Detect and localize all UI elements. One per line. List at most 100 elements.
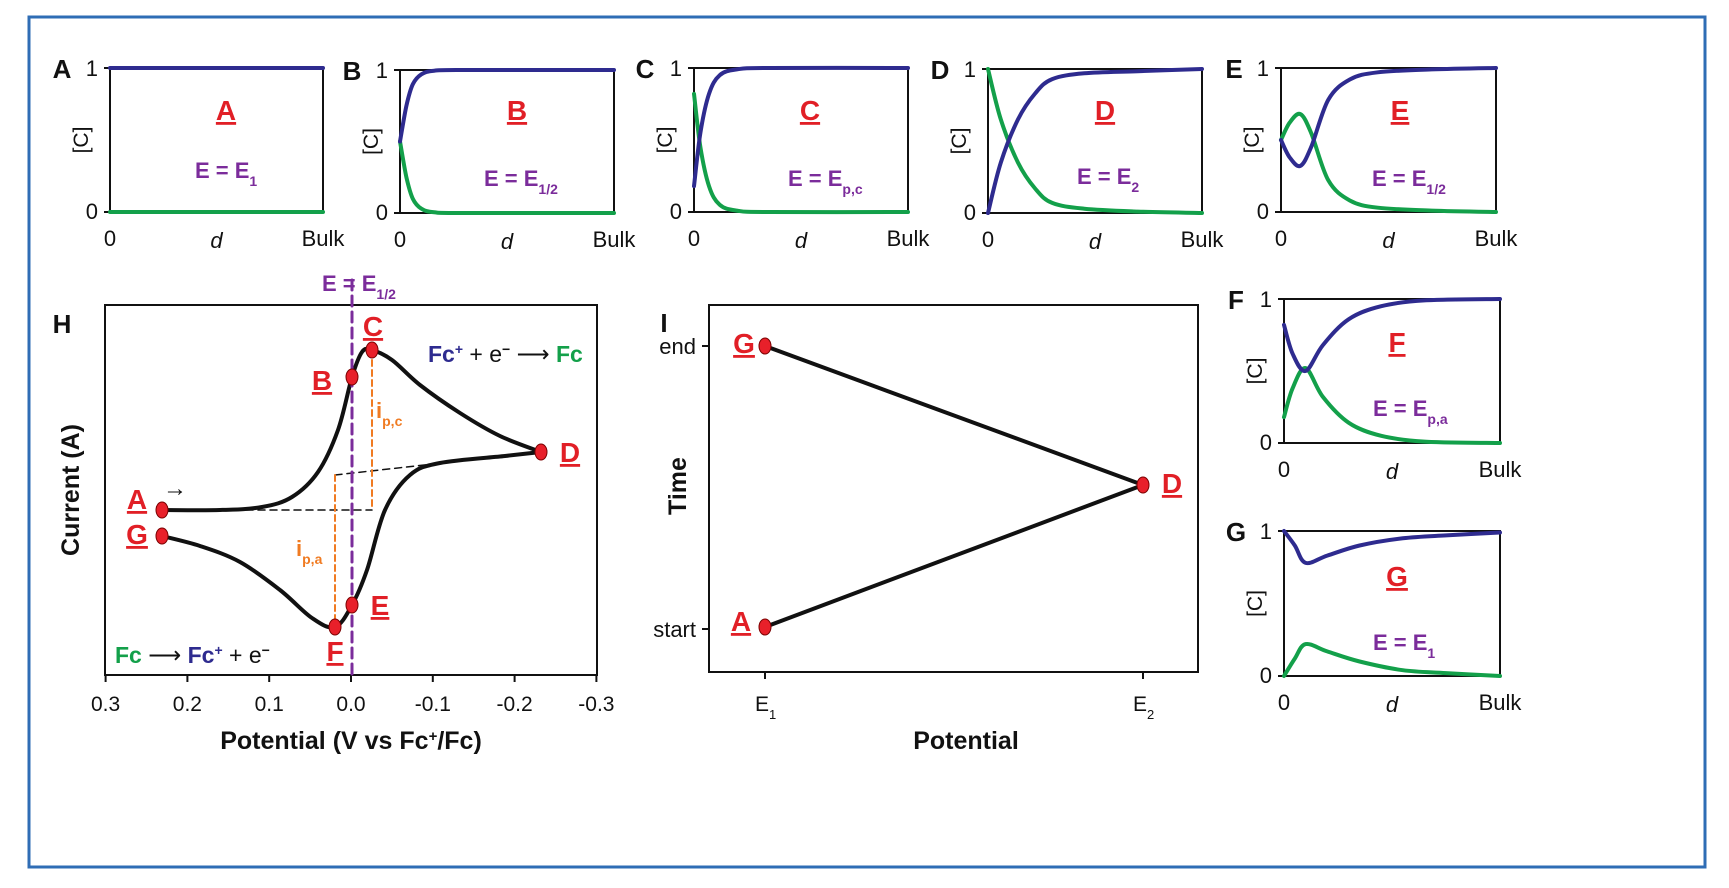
reduced-profile (1282, 641, 1502, 678)
y-axis-label: [C] (360, 128, 383, 155)
x-tick-label: 0 (1278, 457, 1290, 482)
panel-frame (987, 68, 1203, 214)
reduced-profile (1279, 111, 1498, 214)
text-part: ⟶ (142, 642, 188, 668)
text-part: 2 (1147, 707, 1154, 722)
oxidized-profile (692, 65, 910, 189)
y-axis-label: [C] (654, 127, 677, 154)
oxidized-profile (1279, 66, 1498, 169)
cv-point-d (534, 443, 548, 461)
cv-point-label: E (371, 590, 390, 621)
cv-point-c (365, 341, 379, 359)
text-part: + e (223, 642, 262, 668)
x-tick-label: Bulk (1479, 457, 1523, 482)
x-tick-label: -0.2 (497, 693, 533, 716)
panel-letter: G (1226, 517, 1246, 547)
y-tick-label: 0 (964, 200, 976, 225)
y-axis-label: Time (664, 457, 692, 515)
x-tick-label: 0 (1275, 226, 1287, 251)
waveform-frame (708, 304, 1199, 673)
oxidized-profile (398, 67, 616, 144)
waveform-point-label: G (733, 328, 755, 359)
half-wave-label: E = E1/2 (322, 271, 396, 302)
text-part: E = E (1373, 630, 1427, 655)
x-tick-label: -0.3 (578, 693, 614, 716)
panel-point-label: A (216, 95, 236, 126)
y-axis-label: [C] (1244, 590, 1267, 617)
text-part: E = E (788, 166, 842, 191)
text-part: p,c (842, 181, 862, 197)
text-part: i (296, 536, 302, 561)
panel-point-label: B (507, 95, 527, 126)
potential-waveform (763, 344, 1145, 629)
cv-point-label: A (127, 484, 147, 515)
y-axis-label: Current (A) (57, 424, 85, 556)
cv-point-label: D (560, 437, 580, 468)
x-axis-label: Potential (913, 727, 1019, 755)
text-part: Fc (428, 341, 455, 367)
panel-frame (109, 67, 324, 213)
cv-point-label: B (312, 365, 332, 396)
panel-point-label: D (1095, 95, 1115, 126)
y-tick-label: 1 (376, 58, 388, 83)
y-tick-label: 0 (1260, 663, 1272, 688)
panel-letter: H (53, 309, 72, 339)
x-tick-label: 0 (394, 227, 406, 252)
x-tick-label: d (210, 228, 223, 253)
y-tick-label: 0 (86, 199, 98, 224)
reduction-equation: Fc+ + e− ⟶ Fc (428, 341, 583, 367)
text-part: + (214, 642, 222, 658)
text-part: p,a (302, 551, 322, 567)
reduced-profile (1282, 366, 1502, 445)
x-tick-label: 0 (104, 226, 116, 251)
panel-point-label: G (1386, 561, 1408, 592)
text-part: E = E (1372, 166, 1426, 191)
oxidized-profile (1282, 529, 1502, 566)
x-tick-label: 0.0 (336, 693, 365, 716)
waveform-point (758, 337, 772, 355)
text-part: Fc (115, 642, 142, 668)
panel-letter: B (343, 56, 362, 86)
panel-letter: A (53, 54, 72, 84)
y-axis-label: [C] (1244, 358, 1267, 385)
panel-frame (1283, 530, 1501, 677)
sweep-direction-arrow: → (163, 475, 187, 502)
x-tick-label: E1 (755, 693, 776, 722)
text-part: + (429, 728, 438, 745)
panel-condition: E = E2 (1077, 164, 1139, 195)
panel-frame (1283, 298, 1501, 444)
text-part: + e (463, 341, 502, 367)
x-tick-label: Bulk (593, 227, 637, 252)
oxidation-equation: Fc ⟶ Fc+ + e− (115, 642, 270, 668)
oxidized-profile (1282, 297, 1502, 374)
panel-condition: E = E1 (1373, 630, 1435, 661)
panel-condition: E = Ep,c (788, 166, 863, 197)
y-tick-label: 0 (670, 199, 682, 224)
text-part: 1 (249, 173, 257, 189)
text-part: p,a (1427, 411, 1447, 427)
text-part: 1 (769, 707, 776, 722)
y-axis-label: [C] (1241, 127, 1264, 154)
panel-frame (399, 69, 615, 214)
cv-point-label: G (126, 519, 148, 550)
x-tick-label: 0.2 (173, 693, 202, 716)
text-part: 2 (1131, 179, 1139, 195)
y-tick-label: 0 (1257, 199, 1269, 224)
x-tick-label: Bulk (302, 226, 346, 251)
peak-current-anodic-label: ip,a (296, 536, 323, 567)
cathodic-sweep (160, 346, 543, 513)
panel-condition: E = E1 (195, 158, 257, 189)
x-tick-label: 0.1 (255, 693, 284, 716)
text-part: E = E (322, 271, 376, 296)
text-part: /Fc) (437, 727, 481, 755)
waveform-point-label: D (1162, 468, 1182, 499)
x-tick-label: 0 (1278, 690, 1290, 715)
waveform-point-label: A (731, 606, 751, 637)
x-tick-label: d (1382, 228, 1395, 253)
reduced-profile (398, 139, 616, 216)
panel-condition: E = E1/2 (1372, 166, 1446, 197)
text-part: 1/2 (538, 181, 558, 197)
waveform-point (1136, 476, 1150, 494)
panel-point-label: C (800, 95, 820, 126)
panel-letter: D (931, 55, 950, 85)
